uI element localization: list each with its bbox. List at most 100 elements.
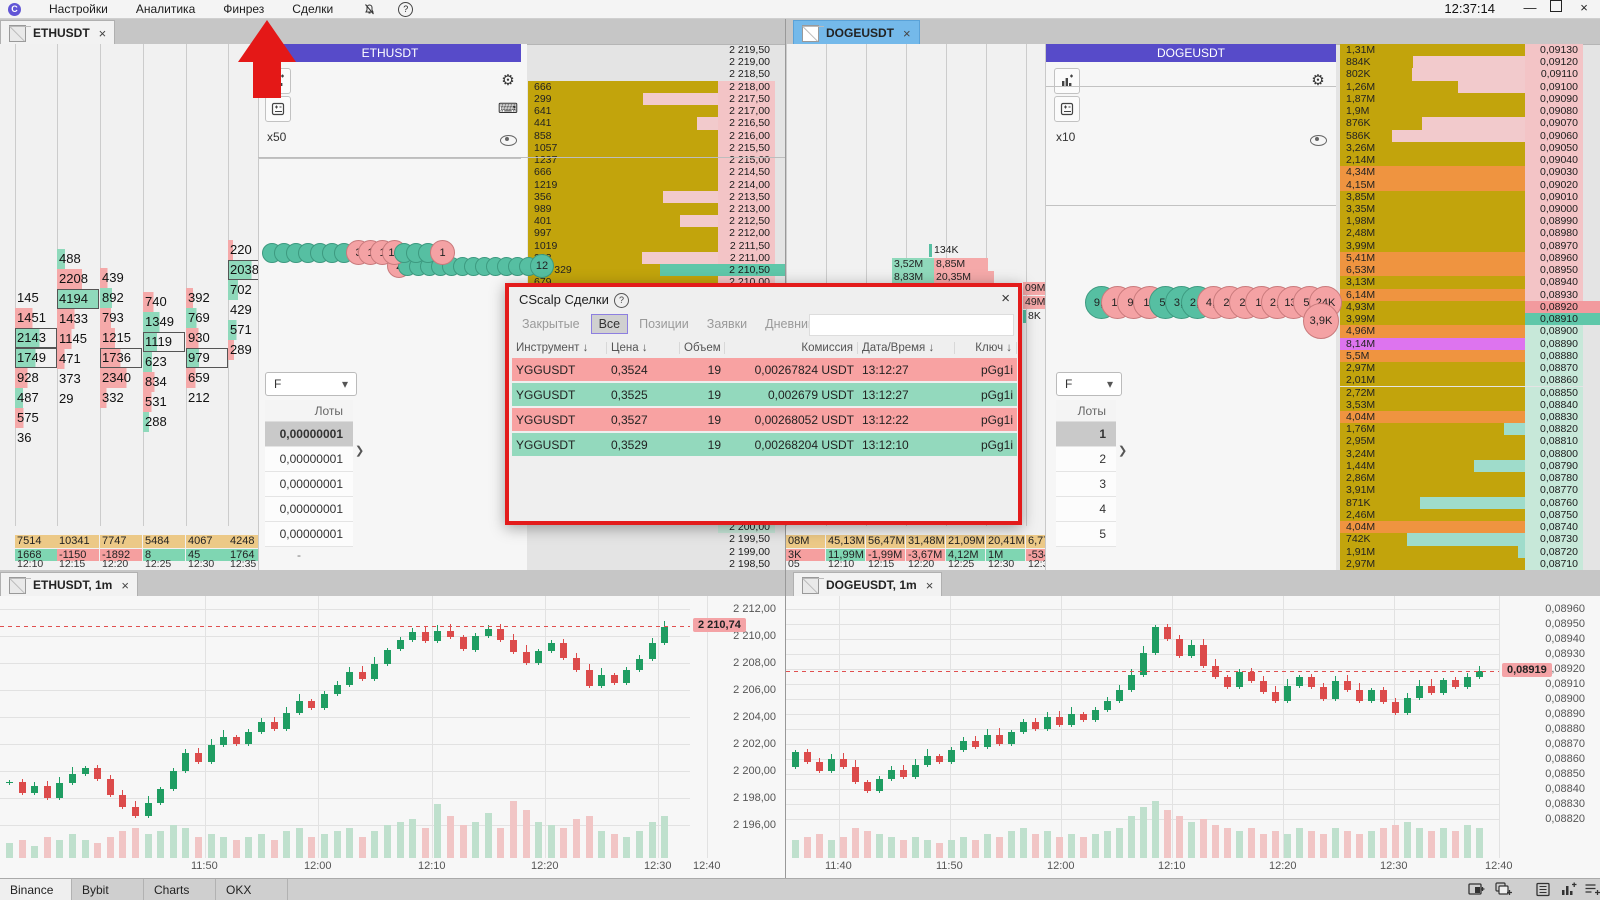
lot-row[interactable]: 3 — [1056, 472, 1116, 497]
dom-row[interactable]: 1,26M 0,09100 — [1335, 80, 1600, 93]
chart-add-icon[interactable] — [1560, 882, 1577, 897]
dom-row[interactable]: 3,24M 0,08800 — [1335, 447, 1600, 460]
dom-row[interactable]: 2,97M 0,08870 — [1335, 362, 1600, 375]
dom-row[interactable]: 2 219,00 — [526, 56, 785, 68]
notifications-muted-icon[interactable] — [363, 3, 376, 16]
dom-row[interactable]: 876K 0,09070 — [1335, 117, 1600, 130]
dom-row[interactable]: 802K 0,09110 — [1335, 68, 1600, 81]
lots-expander[interactable]: ❯ — [355, 445, 365, 457]
dom-row[interactable]: 4,96M 0,08900 — [1335, 325, 1600, 338]
dom-row[interactable]: 2,97M 0,08710 — [1335, 557, 1600, 570]
dom-row[interactable]: 586K 0,09060 — [1335, 129, 1600, 142]
dom-row[interactable]: 2932 211,00 — [526, 251, 785, 265]
column-header[interactable]: Цена ↓ — [607, 341, 680, 354]
help-icon[interactable]: ? — [614, 293, 629, 308]
dom-row[interactable]: 1,9M 0,09080 — [1335, 105, 1600, 118]
dom-row[interactable]: 641 2 217,00 — [526, 105, 785, 118]
dom-row[interactable]: 2,48M 0,08980 — [1335, 227, 1600, 240]
dom-row[interactable]: 4,04M 0,08740 — [1335, 521, 1600, 534]
dom-row[interactable]: 3,53M 0,08840 — [1335, 398, 1600, 411]
close-tab-icon[interactable]: × — [121, 577, 129, 593]
close-icon[interactable]: × — [1001, 290, 1010, 307]
filter-dropdown[interactable]: F ▾ — [265, 372, 357, 396]
dom-row[interactable]: 441 2 216,50 — [526, 117, 785, 130]
keyboard-icon[interactable]: ⌨ — [497, 99, 519, 116]
dom-row[interactable]: 2 198,50 — [526, 558, 785, 570]
tab-ethusdt[interactable]: ETHUSDT × — [0, 20, 116, 45]
dom-row[interactable]: 1237 2 215,00 — [526, 154, 785, 167]
close-tab-icon[interactable]: × — [925, 577, 934, 593]
window-add-icon[interactable] — [1468, 882, 1485, 897]
close-tab-icon[interactable]: × — [98, 25, 107, 41]
dom-row[interactable]: 8,14M 0,08890 — [1335, 337, 1600, 350]
eth-cluster-chart[interactable]: 145 1451 2143 1749 928 487 575 36 488 2208 4194 143… — [0, 44, 270, 570]
dom-row[interactable]: 666 2 214,50 — [526, 166, 785, 179]
orders-list-icon[interactable] — [1535, 882, 1552, 897]
dialog-tab-дневник[interactable]: Дневник — [765, 317, 814, 331]
close-tab-icon[interactable]: × — [903, 25, 911, 41]
trade-row[interactable]: YGGUSDT 0,3525 19 0,002679 USDT 13:12:27 pGg1… — [512, 383, 1017, 406]
dom-row[interactable]: 1,87M 0,09090 — [1335, 92, 1600, 106]
statusbar-tab-bybit[interactable]: Bybit — [72, 879, 144, 900]
dom-row[interactable]: 997 2 212,00 — [526, 227, 785, 240]
calculator-icon[interactable] — [265, 96, 291, 122]
dom-row[interactable]: 871K 0,08760 — [1335, 496, 1600, 509]
dom-row[interactable]: 4,15M 0,09020 — [1335, 178, 1600, 191]
dom-row[interactable]: 1057 2 215,50 — [526, 141, 785, 155]
column-header[interactable]: Дата/Время ↓ — [858, 341, 955, 354]
menu-finres[interactable]: Финрез — [223, 2, 265, 16]
lot-row[interactable]: 2 — [1056, 447, 1116, 472]
dom-row[interactable]: 2,95M 0,08810 — [1335, 435, 1600, 448]
dom-row[interactable]: 3,26M 0,09050 — [1335, 141, 1600, 155]
dialog-tab-все[interactable]: Все — [590, 314, 629, 334]
dom-row[interactable]: 2 218,50 — [526, 68, 785, 80]
calculator-icon[interactable] — [1054, 96, 1080, 122]
dom-row[interactable]: 989 2 213,00 — [526, 203, 785, 216]
column-header[interactable]: Ключ ↓ — [955, 341, 1017, 354]
chart-add-icon[interactable] — [1054, 68, 1080, 94]
lot-row[interactable]: 0,00000001 — [265, 472, 353, 497]
dom-row[interactable]: 858 2 216,00 — [526, 129, 785, 142]
dom-row[interactable]: 4,04M 0,08830 — [1335, 410, 1600, 424]
dom-row[interactable]: 3,99M 0,08970 — [1335, 239, 1600, 252]
statusbar-tab-okx[interactable]: OKX — [216, 879, 288, 900]
dom-row[interactable]: 5,41M 0,08960 — [1335, 251, 1600, 265]
dom-row[interactable]: 2,72M 0,08850 — [1335, 386, 1600, 399]
window-duplicate-add-icon[interactable] — [1495, 882, 1512, 897]
eye-icon[interactable] — [496, 128, 520, 152]
dom-row[interactable]: 6,14M 0,08930 — [1335, 288, 1600, 301]
tab-doge-chart[interactable]: DOGEUSDT, 1m × — [793, 572, 943, 597]
eth-candle-chart[interactable]: 2 212,00 2 210,00 2 208,00 2 206,00 2 204,00… — [0, 596, 785, 878]
tab-eth-chart[interactable]: ETHUSDT, 1m × — [0, 572, 138, 597]
trade-row[interactable]: YGGUSDT 0,3524 19 0,00267824 USDT 13:12:27 pG… — [512, 358, 1017, 381]
dom-row[interactable]: 3,91M 0,08770 — [1335, 484, 1600, 497]
dom-row[interactable]: 1,91M 0,08720 — [1335, 545, 1600, 558]
dom-row[interactable]: 1019 2 211,50 — [526, 239, 785, 252]
dialog-search-input[interactable] — [809, 314, 1014, 336]
lot-row[interactable]: 1 — [1056, 422, 1116, 447]
lot-row[interactable]: 0,00000001 — [265, 522, 353, 547]
gear-icon[interactable]: ⚙ — [1311, 72, 1325, 89]
dom-row[interactable]: 1,31M 0,09130 — [1335, 44, 1600, 57]
lot-row[interactable]: 0,00000001 — [265, 422, 353, 447]
doge-candle-chart[interactable]: 0,08960 0,08950 0,08940 0,08930 0,08920 0,089… — [786, 596, 1600, 878]
dialog-tab-закрытые[interactable]: Закрытые — [522, 317, 580, 331]
dom-row[interactable]: 666 2 218,00 — [526, 80, 785, 93]
close-button[interactable]: × — [1580, 0, 1588, 15]
tab-dogeusdt[interactable]: DOGEUSDT × — [793, 20, 920, 45]
dom-row[interactable]: 2 199,50 — [526, 533, 785, 545]
minimize-button[interactable]: — — [1523, 0, 1537, 15]
filter-dropdown[interactable]: F ▾ — [1056, 372, 1122, 396]
dom-row[interactable]: 4,93M 0,08920 — [1335, 300, 1600, 314]
menu-settings[interactable]: Настройки — [49, 2, 108, 16]
statusbar-tab-charts[interactable]: Charts — [144, 879, 216, 900]
dom-row[interactable]: 3,13M 0,08940 — [1335, 276, 1600, 289]
dom-row[interactable]: 2,14M 0,09040 — [1335, 154, 1600, 167]
column-header[interactable]: Инструмент ↓ — [512, 341, 607, 354]
help-icon[interactable]: ? — [398, 1, 414, 17]
lot-row[interactable]: 4 — [1056, 497, 1116, 522]
dom-row[interactable]: 1219 2 214,00 — [526, 178, 785, 191]
dom-row[interactable]: 1,76M 0,08820 — [1335, 423, 1600, 436]
statusbar-tab-binance[interactable]: Binance — [0, 879, 72, 900]
dom-row[interactable]: 6,53M 0,08950 — [1335, 264, 1600, 277]
